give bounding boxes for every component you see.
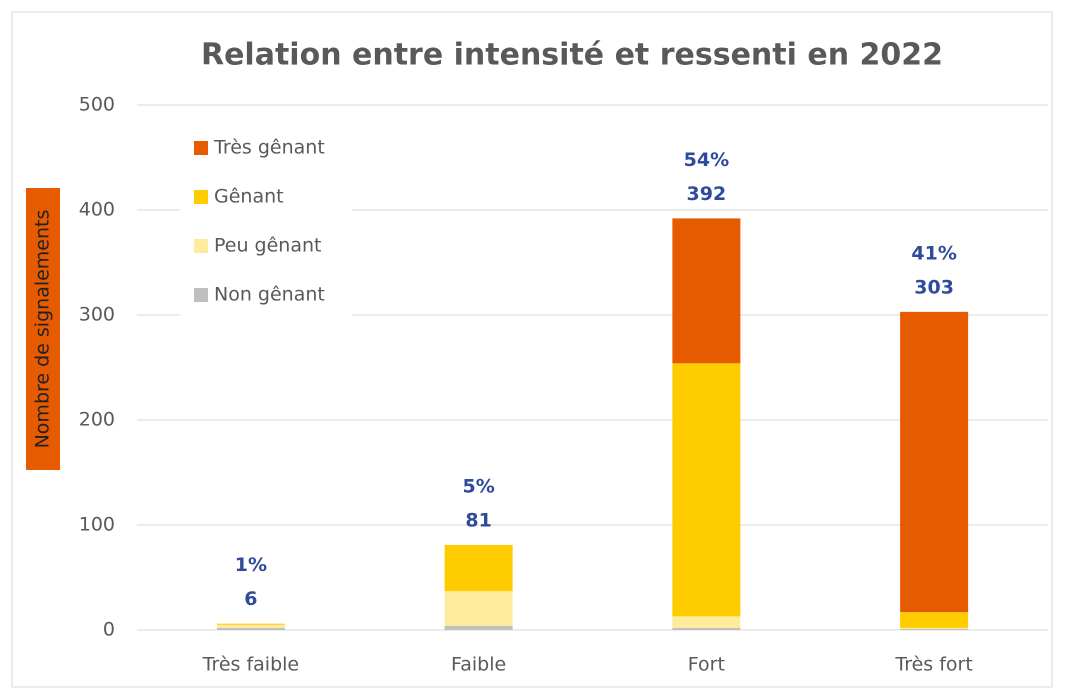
bar-segment: [444, 591, 513, 626]
bar-segment: [216, 624, 285, 628]
bar-segment: [672, 627, 741, 630]
legend-label: Non gênant: [214, 284, 325, 306]
bar-segment: [900, 627, 969, 629]
y-tick-label: 300: [79, 304, 115, 326]
x-tick-label: Fort: [688, 654, 725, 676]
y-tick-label: 500: [79, 94, 115, 116]
bar-segment: [900, 311, 969, 613]
legend-box: [180, 125, 352, 320]
share-label: 5%: [462, 475, 494, 497]
x-tick-label: Très faible: [202, 654, 299, 676]
bar-segment: [216, 627, 285, 630]
bar-segment: [444, 625, 513, 630]
bar-segment: [216, 623, 285, 625]
legend-label: Peu gênant: [214, 235, 321, 257]
y-label-box: [26, 188, 60, 470]
total-label: 81: [465, 509, 491, 531]
y-tick-label: 100: [79, 514, 115, 536]
y-axis-label: Nombre de signalements: [32, 210, 54, 449]
bar-segment: [900, 628, 969, 630]
bar-segment: [900, 612, 969, 628]
y-tick-label: 400: [79, 199, 115, 221]
legend-swatch: [194, 190, 208, 204]
share-label: 54%: [684, 149, 729, 171]
share-label: 41%: [911, 242, 956, 264]
bar-segment: [672, 363, 741, 617]
total-label: 392: [687, 183, 727, 205]
chart-border: [11, 11, 1053, 688]
legend-swatch: [194, 141, 208, 155]
legend-swatch: [194, 239, 208, 253]
legend-swatch: [194, 288, 208, 302]
y-tick-label: 200: [79, 409, 115, 431]
y-tick-label: 0: [103, 619, 115, 641]
bar-segment: [444, 544, 513, 592]
total-label: 303: [914, 276, 954, 298]
legend-label: Gênant: [214, 186, 284, 208]
x-tick-label: Faible: [451, 654, 506, 676]
x-tick-label: Très fort: [894, 654, 972, 676]
total-label: 6: [244, 588, 257, 610]
bar-segment: [672, 616, 741, 628]
chart-title: Relation entre intensité et ressenti en …: [201, 38, 943, 73]
legend-label: Très gênant: [213, 137, 325, 159]
share-label: 1%: [235, 554, 267, 576]
bar-segment: [672, 218, 741, 364]
